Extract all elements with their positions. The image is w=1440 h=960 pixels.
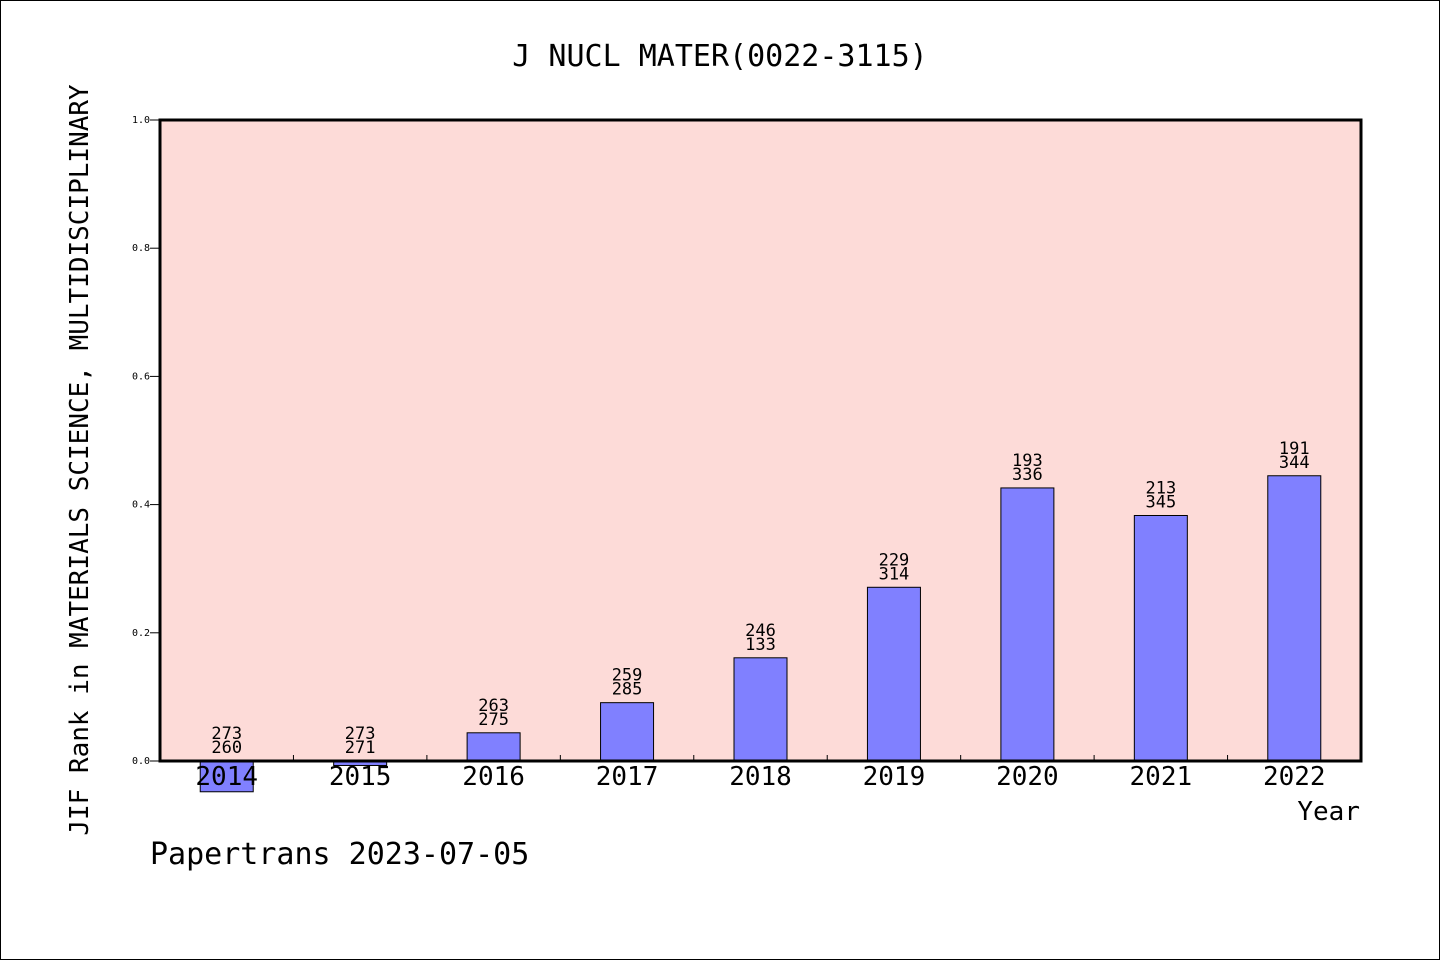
data-label-bottom: 314: [879, 564, 910, 584]
data-label-bottom: 271: [345, 738, 376, 758]
x-axis: 2014 2015 2016 2017 2018 2019 2020 2021 2022: [195, 755, 1326, 792]
bar-series: [199, 475, 1322, 793]
data-label-top: 246: [745, 621, 776, 641]
data-label-top: 191: [1279, 439, 1310, 459]
watermark-text: Papertrans 2023-07-05: [150, 837, 529, 872]
x-tick-label: 2020: [996, 762, 1059, 792]
y-axis: 0.0 0.2 0.4 0.6 0.8 1.0: [132, 115, 160, 767]
plot-border: [158, 118, 1363, 763]
x-axis-label: Year: [1297, 797, 1360, 827]
y-tick-label: 0.6: [132, 371, 150, 382]
x-tick-label: 2017: [596, 762, 659, 792]
bar-2019: [866, 586, 921, 762]
data-label-bottom: 275: [478, 710, 509, 730]
data-label-bottom: 133: [745, 635, 776, 655]
bar-2016: [466, 732, 521, 762]
data-label-top: 213: [1145, 478, 1176, 498]
data-label-top: 229: [879, 550, 910, 570]
x-tick-label: 2021: [1130, 762, 1193, 792]
data-label-bottom: 285: [612, 680, 643, 700]
bar-2014: [199, 760, 254, 793]
x-tick-label: 2014: [195, 762, 258, 792]
data-label-top: 193: [1012, 451, 1043, 471]
y-tick-label: 0.4: [132, 500, 150, 511]
data-label-top: 273: [211, 724, 242, 744]
x-tick-label: 2019: [863, 762, 926, 792]
chart-title: J NUCL MATER(0022-3115): [512, 39, 927, 74]
bar-data-labels: 2732602732712632752592852461332293141933…: [211, 439, 1309, 758]
bar-2017: [600, 702, 655, 762]
bar-2020: [1000, 487, 1055, 762]
x-tick-label: 2015: [329, 762, 392, 792]
bar-2021: [1133, 514, 1188, 762]
data-label-bottom: 260: [211, 738, 242, 758]
x-tick-label: 2022: [1263, 762, 1326, 792]
data-label-top: 259: [612, 666, 643, 686]
y-tick-label: 1.0: [132, 115, 150, 126]
data-label-bottom: 336: [1012, 465, 1043, 485]
data-label-bottom: 345: [1145, 492, 1176, 512]
y-axis-label: JIF Rank in MATERIALS SCIENCE, MULTIDISC…: [65, 84, 95, 836]
y-tick-label: 0.2: [132, 628, 150, 639]
data-label-top: 273: [345, 724, 376, 744]
bar-2018: [733, 657, 788, 762]
y-tick-label: 0.8: [132, 243, 150, 254]
x-tick-label: 2018: [729, 762, 792, 792]
data-label-bottom: 344: [1279, 453, 1310, 473]
bar-2022: [1267, 475, 1322, 762]
data-label-top: 263: [478, 696, 509, 716]
y-tick-label: 0.0: [132, 756, 150, 767]
x-tick-label: 2016: [462, 762, 525, 792]
